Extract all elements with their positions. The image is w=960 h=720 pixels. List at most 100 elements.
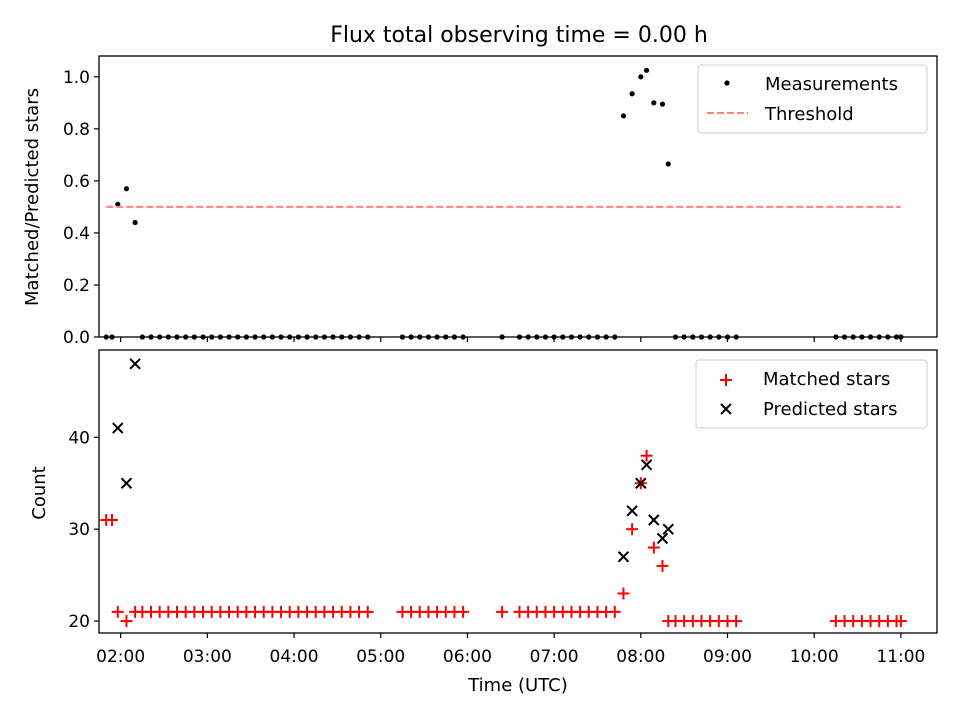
x-tick-label: 02:00 <box>96 647 145 667</box>
measurement-point <box>651 100 657 106</box>
legend-label-measurements: Measurements <box>765 74 898 95</box>
measurement-point <box>603 334 609 340</box>
x-tick-label: 06:00 <box>443 647 492 667</box>
measurement-point <box>408 334 414 340</box>
predicted-star-point <box>640 459 653 471</box>
legend-frame-bottom <box>695 359 928 429</box>
measurement-point <box>252 334 258 340</box>
measurement-point <box>103 334 109 340</box>
figure-title: Flux total observing time = 0.00 h <box>330 23 708 48</box>
measurement-point <box>451 334 458 340</box>
measurement-point <box>115 201 121 207</box>
predicted-star-point <box>635 477 647 489</box>
matched-star-point <box>647 541 660 554</box>
panel-ratio: Matched/Predicted stars 0.0 0.2 0.4 0.6 0.8 1… <box>22 55 938 348</box>
predicted-star-point <box>112 422 124 434</box>
x-b <box>626 505 638 517</box>
measurement-point <box>339 334 345 340</box>
measurement-point <box>629 91 635 97</box>
measurement-point <box>885 334 891 340</box>
measurement-point <box>287 334 293 340</box>
legend-label-matched: Matched stars <box>763 369 890 390</box>
legend-label-threshold: Threshold <box>764 104 854 125</box>
measurement-point <box>586 334 592 340</box>
matched-star-point <box>656 559 669 572</box>
measurement-point <box>716 334 722 340</box>
marks-bottom <box>100 358 907 628</box>
legend-marker-predicted <box>720 403 732 415</box>
measurement-point <box>893 334 900 340</box>
matched-star-point <box>457 605 470 618</box>
measurement-point <box>217 334 223 340</box>
predicted-star-point <box>617 551 630 563</box>
measurement-point <box>594 334 601 340</box>
matched-star-point <box>106 513 119 526</box>
measurement-point <box>833 334 839 340</box>
predicted-star-point <box>129 358 141 370</box>
x-tick-label: 08:00 <box>616 647 665 667</box>
measurement-point <box>534 334 540 340</box>
legend-top: Measurements Threshold <box>697 64 928 134</box>
measurement-point <box>841 334 848 340</box>
matched-star-point <box>361 605 374 618</box>
measurement-point <box>417 334 423 340</box>
measurement-point <box>568 334 575 340</box>
measurement-point <box>876 334 882 340</box>
legend-label-predicted: Predicted stars <box>763 399 897 420</box>
measurement-point <box>690 334 696 340</box>
measurement-point <box>525 334 531 340</box>
measurement-point <box>499 334 505 340</box>
y-tick-label: 40 <box>68 428 90 448</box>
measurement-point <box>638 74 644 80</box>
x-b <box>617 551 630 563</box>
x-b <box>662 523 674 535</box>
measurement-point <box>304 334 310 340</box>
measurement-point <box>850 334 856 340</box>
measurement-point <box>659 101 666 107</box>
matched-star-point <box>640 449 653 462</box>
matched-star-point <box>730 615 743 628</box>
measurement-point <box>165 334 171 340</box>
legend-marker-measurements <box>724 80 730 86</box>
panel-counts: Count Time (UTC) 20 30 40 02:00 03:00 04:00 05… <box>29 349 938 696</box>
measurement-point <box>174 334 180 340</box>
y-axis-label-top: Matched/Predicted stars <box>22 88 43 306</box>
measurement-point <box>425 334 432 340</box>
measurement-point <box>235 334 241 340</box>
y-tick-label: 0.2 <box>63 276 90 296</box>
measurement-point <box>356 334 362 340</box>
measurement-point <box>698 334 705 340</box>
y-tick-label: 0.6 <box>63 172 90 192</box>
x-tick-label: 11:00 <box>876 647 925 667</box>
x-b <box>120 477 133 489</box>
predicted-star-point <box>120 477 133 489</box>
matched-star-point <box>608 605 621 618</box>
matched-star-point <box>626 523 639 536</box>
measurement-point <box>157 334 163 340</box>
y-tick-label: 20 <box>68 612 90 632</box>
x-tick-label: 10:00 <box>790 647 839 667</box>
x-tick-label: 05:00 <box>356 647 405 667</box>
measurement-point <box>139 334 145 340</box>
measurement-point <box>733 334 739 340</box>
measurement-point <box>643 67 650 73</box>
legend-frame-top <box>697 64 928 134</box>
measurement-point <box>109 334 115 340</box>
measurement-point <box>123 186 130 192</box>
y-tick-label: 0.8 <box>63 120 90 140</box>
measurement-point <box>313 334 319 340</box>
predicted-star-point <box>626 505 638 517</box>
x-b <box>656 532 669 545</box>
measurement-point <box>516 334 523 340</box>
matched-star-point <box>496 605 509 618</box>
measurement-point <box>365 334 371 340</box>
measurement-point <box>132 219 138 226</box>
marks-top <box>103 67 904 340</box>
plot-frame-bottom <box>98 349 938 634</box>
axes-bottom: 20 30 40 02:00 03:00 04:00 05:00 06:00 07:00 08:0… <box>68 428 925 667</box>
measurement-point <box>443 334 449 340</box>
measurement-point <box>347 334 353 340</box>
predicted-star-point <box>648 514 660 526</box>
measurement-point <box>269 334 275 340</box>
